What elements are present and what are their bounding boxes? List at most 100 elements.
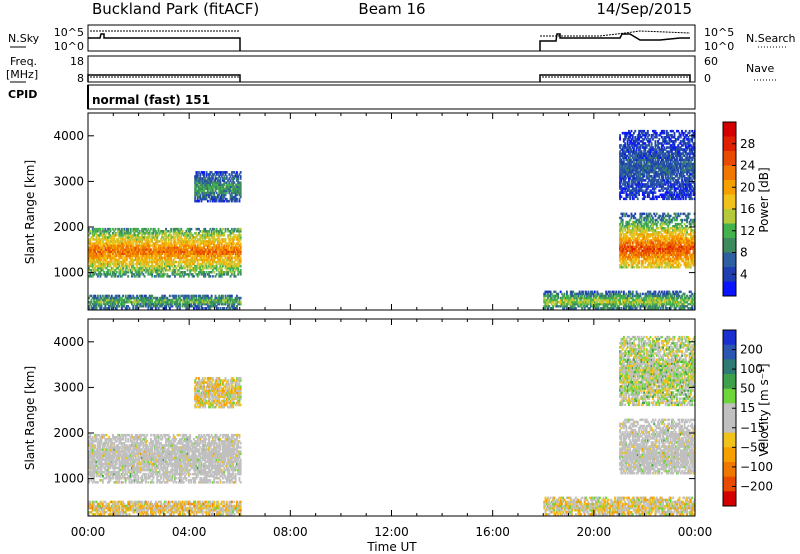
echo-cell (99, 275, 102, 278)
echo-cell (200, 254, 203, 258)
echo-cell (211, 183, 214, 186)
echo-cell (234, 193, 237, 197)
echo-cell (194, 238, 197, 241)
echo-cell (160, 248, 162, 251)
echo-cell (162, 300, 165, 304)
echo-cell (629, 225, 632, 228)
echo-cell (195, 177, 198, 180)
echo-cell (193, 298, 195, 302)
echo-cell (232, 240, 235, 243)
echo-cell (156, 296, 159, 300)
echo-cell (128, 300, 131, 304)
echo-cell (234, 262, 237, 266)
echo-cell (160, 275, 162, 278)
echo-cell (137, 300, 140, 304)
echo-cell (232, 191, 235, 195)
echo-cell (151, 266, 154, 270)
echo-cell (105, 298, 108, 302)
echo-cell (162, 230, 165, 233)
echo-cell (113, 236, 116, 239)
echo-cell (105, 307, 108, 310)
echo-cell (206, 250, 209, 253)
echo-cell (124, 266, 127, 270)
echo-cell (232, 260, 235, 264)
echo-cell (218, 300, 221, 304)
echo-cell (91, 307, 94, 310)
echo-cell (139, 258, 142, 262)
echo-cell (99, 227, 102, 231)
echo-cell (129, 244, 132, 247)
echo-cell (193, 252, 195, 255)
echo-cell (136, 264, 138, 268)
echo-cell (172, 260, 175, 264)
echo-cell (95, 305, 98, 308)
echo-cell (94, 238, 97, 241)
echo-cell (187, 254, 190, 258)
echo-cell (211, 240, 214, 243)
echo-cell (200, 199, 203, 203)
echo-cell (674, 241, 677, 244)
echo-cell (640, 222, 643, 226)
echo-cell (674, 266, 677, 269)
echo-cell (122, 262, 124, 266)
echo-cell (657, 247, 659, 250)
echo-cell (659, 261, 662, 265)
echo-cell (232, 183, 235, 186)
echo-cell (172, 300, 175, 304)
echo-cell (96, 238, 99, 241)
echo-cell (691, 259, 694, 263)
echo-cell (180, 242, 183, 245)
echo-cell (678, 249, 681, 253)
echo-cell (204, 185, 207, 188)
echo-cell (93, 302, 95, 306)
echo-cell (93, 260, 95, 264)
echo-cell (162, 266, 165, 270)
echo-cell (205, 195, 208, 199)
echo-cell (174, 294, 176, 298)
echo-cell (118, 252, 121, 255)
echo-cell (120, 232, 123, 235)
echo-cell (232, 197, 235, 201)
echo-cell (225, 269, 228, 272)
echo-cell (143, 264, 146, 268)
echo-cell (168, 266, 171, 270)
echo-cell (194, 246, 197, 249)
echo-cell (191, 296, 194, 300)
echo-cell (679, 239, 682, 242)
echo-cell (655, 222, 658, 226)
echo-cell (669, 266, 672, 269)
echo-cell (688, 220, 691, 224)
echo-cell (210, 300, 213, 304)
echo-cell (184, 232, 186, 235)
echo-cell (672, 255, 675, 259)
echo-cell (621, 249, 624, 253)
echo-cell (105, 230, 108, 233)
echo-cell (186, 256, 189, 260)
echo-cell (117, 240, 119, 243)
echo-cell (673, 235, 676, 238)
echo-cell (239, 248, 242, 251)
echo-cell (209, 266, 212, 270)
echo-cell (641, 253, 644, 257)
echo-cell (641, 263, 644, 267)
echo-cell (644, 253, 647, 257)
echo-cell (104, 254, 107, 258)
echo-cell (669, 233, 672, 236)
echo-cell (152, 244, 155, 247)
echo-cell (196, 300, 199, 304)
echo-cell (640, 233, 643, 236)
echo-cell (100, 266, 103, 270)
echo-cell (645, 249, 648, 253)
echo-cell (131, 296, 133, 300)
echo-cell (88, 256, 90, 260)
echo-cell (663, 220, 666, 224)
echo-cell (167, 230, 170, 233)
echo-cell (182, 266, 185, 270)
echo-cell (194, 199, 197, 203)
echo-cell (206, 193, 209, 197)
echo-cell (201, 260, 204, 264)
echo-cell (222, 179, 224, 182)
echo-cell (187, 240, 190, 243)
echo-cell (198, 305, 200, 308)
echo-cell (151, 271, 154, 274)
